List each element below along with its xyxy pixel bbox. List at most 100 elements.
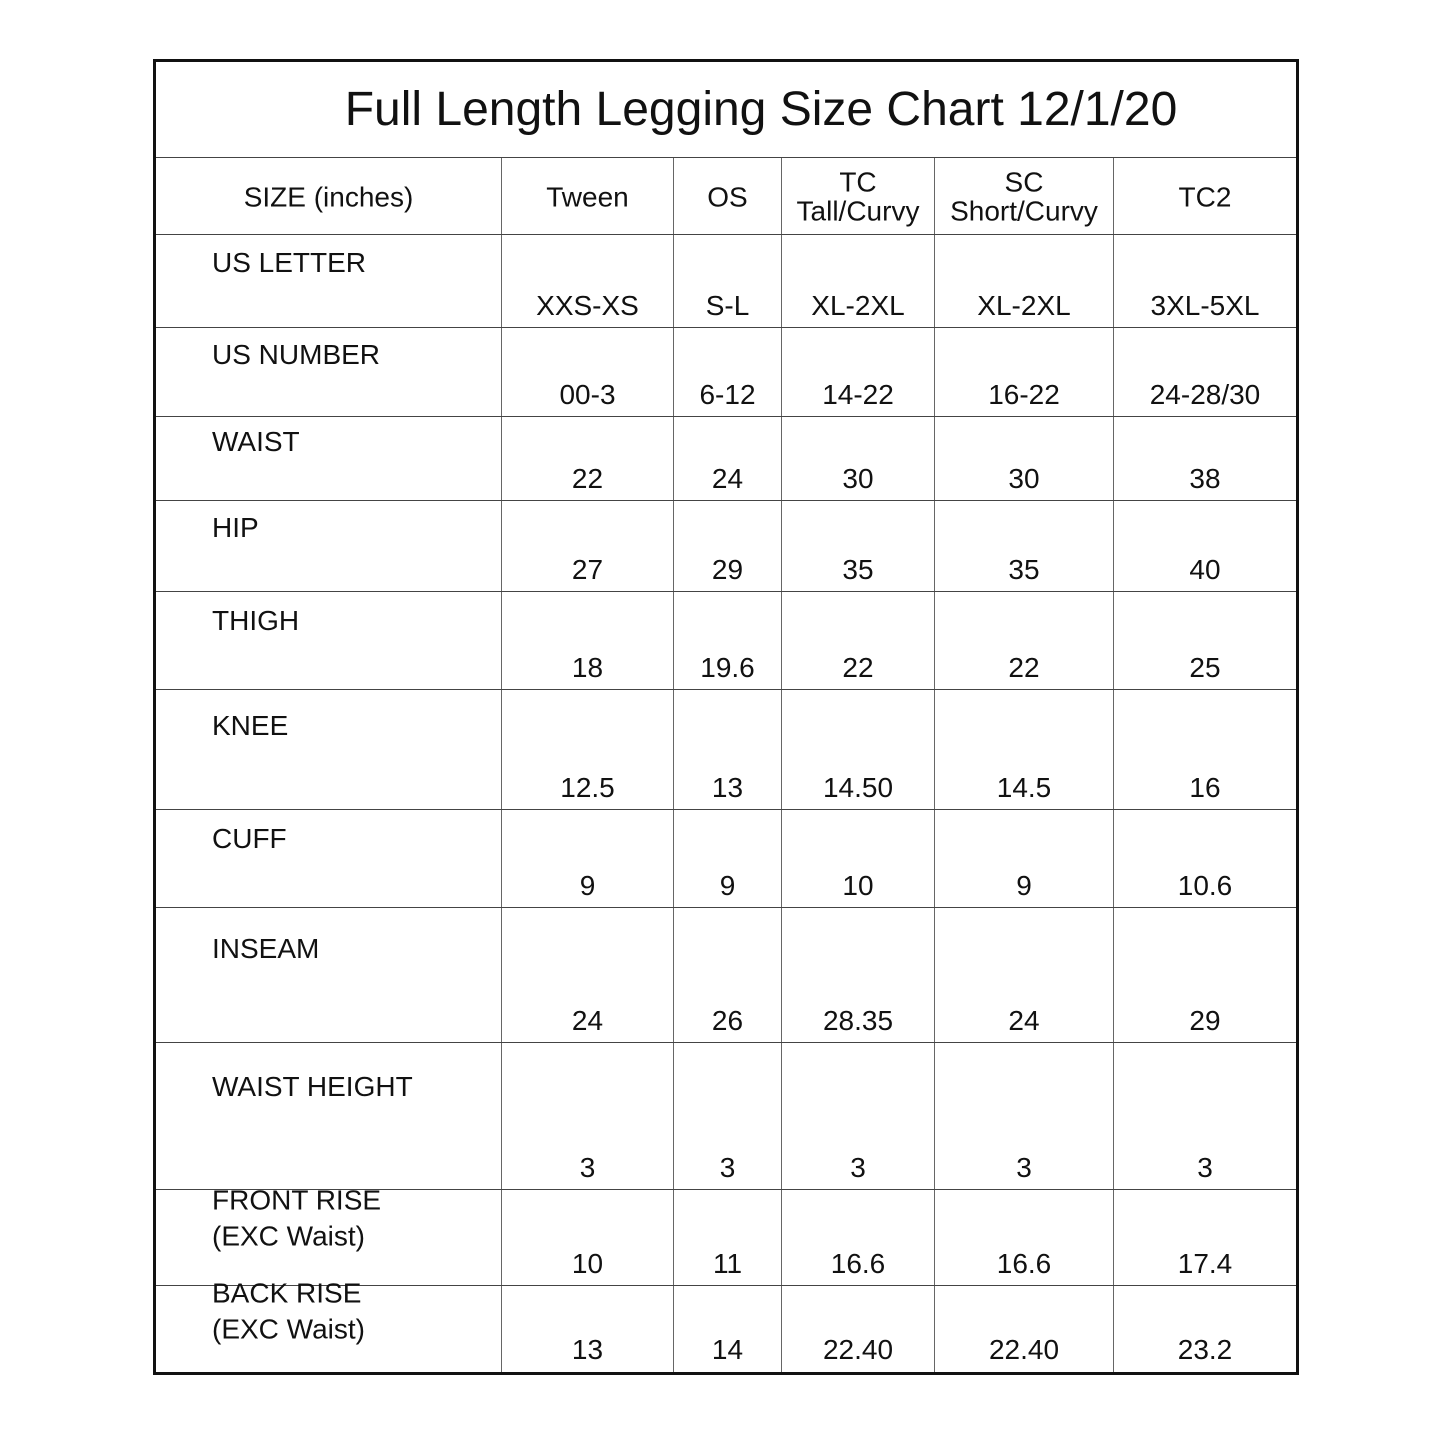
row-label: CUFF xyxy=(212,823,287,855)
chart-title: Full Length Legging Size Chart 12/1/20 xyxy=(344,83,1178,136)
value-cell: 14-22 xyxy=(781,328,934,417)
cell-value: 9 xyxy=(579,869,596,901)
value-cell: 24-28/30 xyxy=(1113,328,1296,417)
row-label: WAIST HEIGHT xyxy=(212,1070,413,1102)
column-header: TC Tall/Curvy xyxy=(796,166,920,227)
cell-value: 12.5 xyxy=(560,771,615,803)
value-cell: 11 xyxy=(673,1190,781,1286)
value-cell: XXS-XS xyxy=(501,235,673,328)
cell-value: 18 xyxy=(571,651,604,683)
header-cell: SC Short/Curvy xyxy=(934,158,1113,235)
value-cell: 22 xyxy=(934,592,1113,690)
value-cell: 14.50 xyxy=(781,690,934,810)
cell-value: 24 xyxy=(1008,1004,1040,1036)
row-label-cell: KNEE xyxy=(156,690,501,810)
value-cell: 35 xyxy=(781,501,934,592)
value-cell: 3 xyxy=(501,1043,673,1190)
header-cell: SIZE (inches) xyxy=(156,158,501,235)
column-header: TC2 xyxy=(1178,180,1232,212)
cell-value: 9 xyxy=(719,869,736,901)
value-cell: 40 xyxy=(1113,501,1296,592)
row-label-cell: HIP xyxy=(156,501,501,592)
table-row: THIGH 18 19.6 22 22 25 xyxy=(156,591,1296,690)
value-cell: 24 xyxy=(501,908,673,1043)
row-label-cell: FRONT RISE (EXC Waist) xyxy=(156,1184,501,1286)
cell-value: 14.50 xyxy=(822,771,894,803)
cell-value: 30 xyxy=(842,462,874,494)
cell-value: 14.5 xyxy=(996,771,1052,803)
cell-value: 16.6 xyxy=(830,1247,886,1279)
column-header: SIZE (inches) xyxy=(243,180,414,212)
header-cell: TC2 xyxy=(1113,158,1296,235)
value-cell: 13 xyxy=(673,690,781,810)
value-cell: 30 xyxy=(934,417,1113,501)
value-cell: 9 xyxy=(934,810,1113,908)
cell-value: 3 xyxy=(1016,1151,1032,1183)
value-cell: 28.35 xyxy=(781,908,934,1043)
cell-value: 6-12 xyxy=(699,378,756,410)
value-cell: 10 xyxy=(501,1190,673,1286)
value-cell: 23.2 xyxy=(1113,1286,1296,1372)
value-cell: 3 xyxy=(1113,1043,1296,1190)
value-cell: 16-22 xyxy=(934,328,1113,417)
table-row: FRONT RISE (EXC Waist) 10 11 16.6 16.6 17.4 xyxy=(156,1184,1296,1286)
cell-value: 14 xyxy=(711,1333,744,1365)
value-cell: 22 xyxy=(781,592,934,690)
cell-value: XL-2XL xyxy=(811,289,905,321)
cell-value: 10 xyxy=(571,1247,604,1279)
value-cell: 19.6 xyxy=(673,592,781,690)
value-cell: 13 xyxy=(501,1286,673,1372)
row-label-cell: WAIST HEIGHT xyxy=(156,1043,501,1190)
row-label-cell: US LETTER xyxy=(156,235,501,328)
cell-value: 10 xyxy=(842,869,874,901)
value-cell: 3 xyxy=(934,1043,1113,1190)
value-cell: 22 xyxy=(501,417,673,501)
value-cell: 3 xyxy=(781,1043,934,1190)
row-label-cell: INSEAM xyxy=(156,908,501,1043)
row-label-cell: WAIST xyxy=(156,417,501,501)
cell-value: 13 xyxy=(571,1333,604,1365)
cell-value: 25 xyxy=(1189,651,1221,683)
value-cell: 29 xyxy=(673,501,781,592)
row-label: FRONT RISE (EXC Waist) xyxy=(212,1184,382,1252)
value-cell: 16.6 xyxy=(934,1190,1113,1286)
cell-value: 3 xyxy=(719,1151,736,1183)
column-header: Tween xyxy=(546,180,629,212)
value-cell: 27 xyxy=(501,501,673,592)
cell-value: 38 xyxy=(1189,462,1221,494)
cell-value: 16.6 xyxy=(996,1247,1052,1279)
value-cell: 3 xyxy=(673,1043,781,1190)
cell-value: 22.40 xyxy=(988,1333,1060,1365)
cell-value: 22.40 xyxy=(822,1333,894,1365)
cell-value: 23.2 xyxy=(1177,1333,1233,1365)
row-label-cell: THIGH xyxy=(156,592,501,690)
table-row: US NUMBER 00-3 6-12 14-22 16-22 24-28/30 xyxy=(156,327,1296,417)
cell-value: XXS-XS xyxy=(536,289,639,321)
table-row: INSEAM 24 26 28.35 24 29 xyxy=(156,907,1296,1043)
value-cell: 6-12 xyxy=(673,328,781,417)
cell-value: 10.6 xyxy=(1177,869,1233,901)
cell-value: 35 xyxy=(842,553,874,585)
cell-value: 3XL-5XL xyxy=(1150,289,1260,321)
table-row: KNEE 12.5 13 14.50 14.5 16 xyxy=(156,689,1296,810)
value-cell: 9 xyxy=(501,810,673,908)
cell-value: 14-22 xyxy=(822,378,894,410)
value-cell: 17.4 xyxy=(1113,1190,1296,1286)
value-cell: 26 xyxy=(673,908,781,1043)
cell-value: 24 xyxy=(571,1004,604,1036)
cell-value: 24-28/30 xyxy=(1149,378,1261,410)
cell-value: 22 xyxy=(842,651,874,683)
value-cell: XL-2XL xyxy=(934,235,1113,328)
value-cell: 22.40 xyxy=(934,1286,1113,1372)
size-chart: Full Length Legging Size Chart 12/1/20 S… xyxy=(153,59,1299,1375)
cell-value: 35 xyxy=(1008,553,1040,585)
cell-value: 22 xyxy=(1008,651,1040,683)
column-header: SC Short/Curvy xyxy=(950,166,1098,227)
value-cell: 9 xyxy=(673,810,781,908)
value-cell: 16 xyxy=(1113,690,1296,810)
table-row: WAIST HEIGHT 3 3 3 3 3 xyxy=(156,1042,1296,1190)
header-cell: TC Tall/Curvy xyxy=(781,158,934,235)
cell-value: 19.6 xyxy=(700,651,755,683)
row-label-cell: BACK RISE (EXC Waist) xyxy=(156,1277,501,1372)
value-cell: 24 xyxy=(673,417,781,501)
